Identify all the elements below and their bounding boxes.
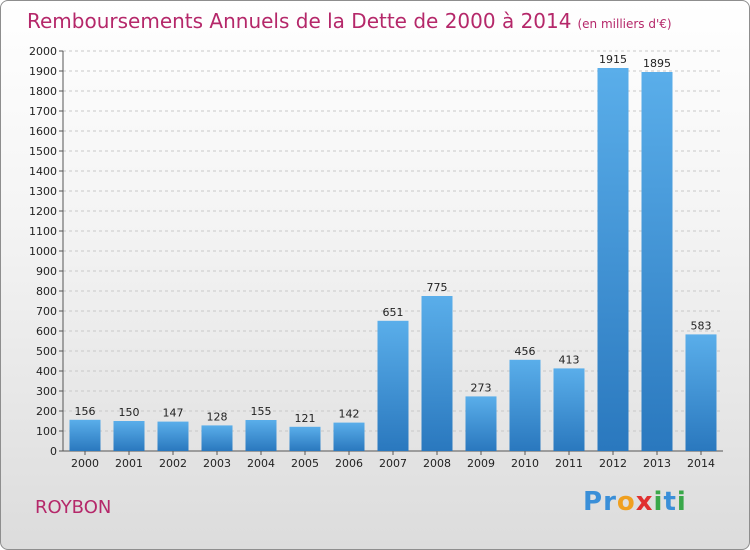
bar (113, 421, 145, 451)
x-tick-label: 2008 (423, 457, 451, 470)
data-label: 1915 (599, 53, 627, 66)
y-tick-label: 500 (36, 345, 57, 358)
data-label: 1895 (643, 57, 671, 70)
x-tick-label: 2014 (687, 457, 715, 470)
bar (157, 421, 189, 451)
data-label: 150 (119, 406, 140, 419)
bar (641, 72, 673, 451)
y-tick-label: 1300 (29, 185, 57, 198)
data-label: 456 (515, 345, 536, 358)
bar (289, 426, 321, 451)
y-tick-label: 1000 (29, 245, 57, 258)
y-tick-label: 900 (36, 265, 57, 278)
data-label: 121 (295, 412, 316, 425)
y-tick-label: 1700 (29, 105, 57, 118)
y-tick-label: 1600 (29, 125, 57, 138)
data-label: 142 (339, 408, 360, 421)
x-tick-label: 2003 (203, 457, 231, 470)
labels: 0 100 200 300 400 500 600 700 800 900 1000 1100 1200… (29, 45, 715, 470)
logo-letter: x (635, 487, 654, 517)
y-tick-label: 1800 (29, 85, 57, 98)
data-label: 147 (163, 407, 184, 420)
bars (69, 68, 717, 451)
data-label: 651 (383, 306, 404, 319)
y-tick-label: 600 (36, 325, 57, 338)
y-tick-label: 400 (36, 365, 57, 378)
bar (245, 420, 277, 451)
x-tick-label: 2006 (335, 457, 363, 470)
x-tick-label: 2001 (115, 457, 143, 470)
y-tick-label: 1100 (29, 225, 57, 238)
y-tick-label: 300 (36, 385, 57, 398)
x-tick-label: 2000 (71, 457, 99, 470)
bar (333, 422, 365, 451)
data-label: 273 (471, 381, 492, 394)
data-label: 583 (691, 319, 712, 332)
logo-letter: r (603, 487, 617, 517)
data-label: 413 (559, 353, 580, 366)
x-tick-label: 2002 (159, 457, 187, 470)
x-tick-label: 2009 (467, 457, 495, 470)
x-tick-label: 2004 (247, 457, 275, 470)
bar (69, 419, 101, 451)
y-tick-label: 0 (50, 445, 57, 458)
bar (553, 368, 585, 451)
data-label: 775 (427, 281, 448, 294)
y-tick-label: 200 (36, 405, 57, 418)
logo-letter: t (663, 487, 677, 517)
logo-letter: i (676, 487, 687, 517)
logo-letter: P (583, 487, 604, 517)
bar (377, 320, 409, 451)
data-label: 156 (75, 405, 96, 418)
x-tick-label: 2011 (555, 457, 583, 470)
bar (421, 296, 453, 451)
y-tick-label: 100 (36, 425, 57, 438)
bar (465, 396, 497, 451)
commune-name: ROYBON (35, 497, 112, 518)
chart-unit: (en milliers d'€) (577, 17, 672, 31)
x-tick-label: 2005 (291, 457, 319, 470)
x-tick-label: 2007 (379, 457, 407, 470)
chart-title: Remboursements Annuels de la Dette de 20… (27, 9, 672, 33)
bar (509, 359, 541, 451)
x-tick-label: 2013 (643, 457, 671, 470)
y-tick-label: 2000 (29, 45, 57, 58)
chart-title-text: Remboursements Annuels de la Dette de 20… (27, 9, 572, 33)
y-tick-label: 1900 (29, 65, 57, 78)
y-tick-label: 1200 (29, 205, 57, 218)
y-tick-label: 1400 (29, 165, 57, 178)
x-tick-label: 2010 (511, 457, 539, 470)
proxiti-logo: Proxiti (583, 487, 687, 517)
bar (597, 68, 629, 451)
data-label: 155 (251, 405, 272, 418)
bar (685, 334, 717, 451)
x-tick-label: 2012 (599, 457, 627, 470)
y-tick-label: 1500 (29, 145, 57, 158)
logo-letter: i (653, 487, 664, 517)
bar (201, 425, 233, 451)
logo-letter: o (616, 487, 636, 517)
y-tick-label: 700 (36, 305, 57, 318)
data-label: 128 (207, 410, 228, 423)
y-tick-label: 800 (36, 285, 57, 298)
